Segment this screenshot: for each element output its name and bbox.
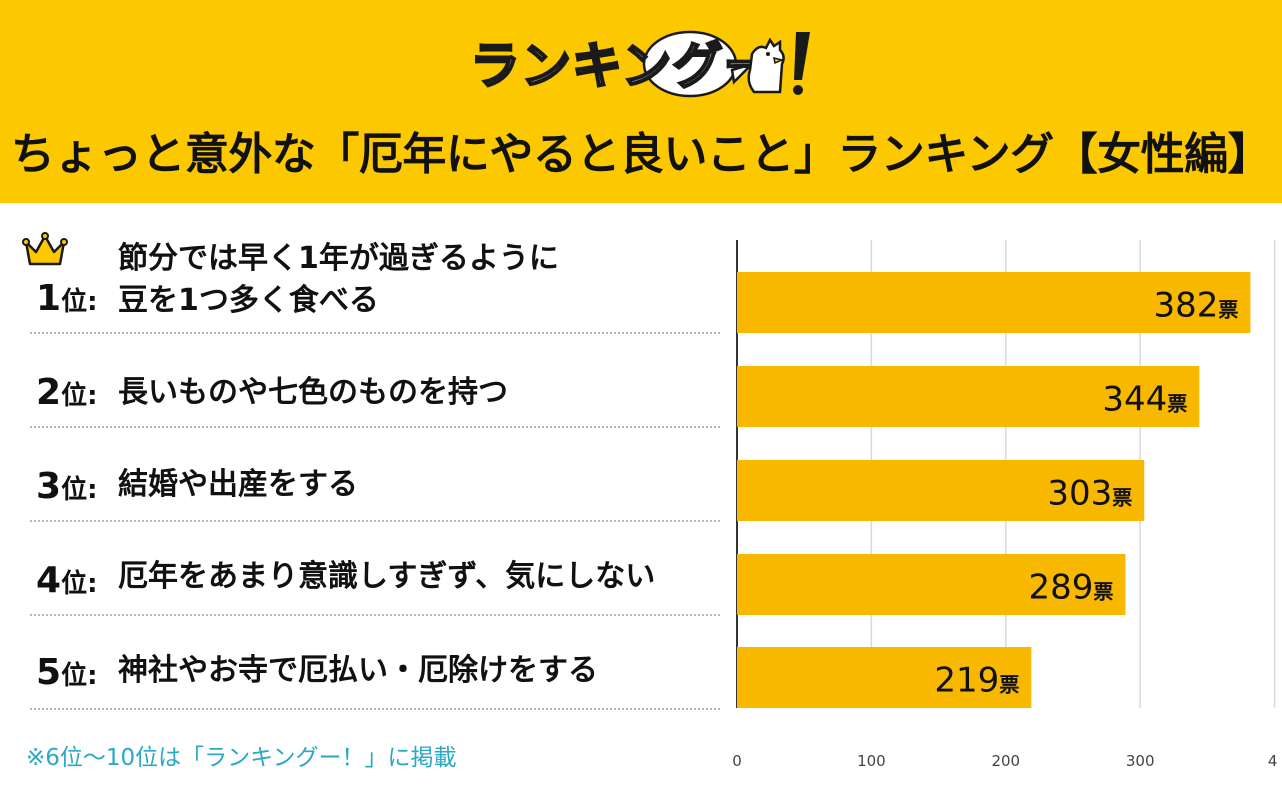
label-line: 豆を1つ多く食べる (118, 283, 379, 318)
logo-text: ランキングー (469, 36, 775, 97)
rank-digit: 5 (36, 652, 62, 693)
label-line: 結婚や出産をする (118, 467, 358, 502)
x-tick-label: 200 (991, 752, 1020, 770)
bar (737, 460, 1145, 521)
ranking-row-1: 1位: 節分では早く1年が過ぎるように 豆を1つ多く食べる (30, 228, 720, 334)
label-line: 厄年をあまり意識しすぎず、気にしない (118, 559, 656, 594)
chicken-mascot-icon (747, 32, 810, 95)
bar-value-label: 303票 (1047, 474, 1132, 514)
rank-number: 4位: (36, 560, 97, 601)
rank-digit: 1 (36, 278, 62, 319)
bar (737, 554, 1126, 615)
header-banner: ランキングー ! ちょっと意外な「厄年にやると良いこと」ランキング【女性編】 (0, 0, 1282, 203)
rank-digit: 2 (36, 372, 62, 413)
rank-suffix: 位: (61, 381, 98, 411)
logo-bubble (642, 30, 753, 98)
x-tick-label: 100 (857, 752, 886, 770)
bar-value-label: 382票 (1154, 286, 1239, 326)
ranking-goo-logo: ランキングー ! (469, 20, 830, 100)
ranking-row-3: 3位: 結婚や出産をする (30, 428, 720, 522)
rank-number: 1位: (36, 278, 97, 319)
bar (737, 366, 1200, 427)
rank-suffix: 位: (61, 661, 98, 691)
bar-value-label: 344票 (1102, 380, 1187, 420)
rank-suffix: 位: (61, 569, 98, 599)
ranking-item-label: 神社やお寺で厄払い・厄除けをする (118, 650, 598, 692)
rank-number: 3位: (36, 466, 97, 507)
label-line: 神社やお寺で厄払い・厄除けをする (118, 653, 598, 688)
rank-digit: 3 (36, 466, 62, 507)
bar (737, 647, 1032, 708)
rank-suffix: 位: (61, 475, 98, 505)
x-tick-label: 300 (1126, 752, 1155, 770)
ranking-item-label: 節分では早く1年が過ぎるように 豆を1つ多く食べる (118, 238, 559, 322)
rank-number: 5位: (36, 652, 97, 693)
rank-suffix: 位: (61, 287, 98, 317)
label-line: 節分では早く1年が過ぎるように (118, 241, 559, 276)
ranking-item-label: 長いものや七色のものを持つ (118, 372, 508, 414)
crown-icon (22, 232, 68, 266)
rank-digit: 4 (36, 560, 62, 601)
bar-value-label: 219票 (934, 661, 1019, 701)
bar (737, 272, 1251, 333)
ranking-row-4: 4位: 厄年をあまり意識しすぎず、気にしない (30, 522, 720, 616)
ranking-item-label: 厄年をあまり意識しすぎず、気にしない (118, 556, 655, 598)
ranking-row-2: 2位: 長いものや七色のものを持つ (30, 334, 720, 428)
ranking-item-label: 結婚や出産をする (118, 464, 358, 506)
page-title: ちょっと意外な「厄年にやると良いこと」ランキング【女性編】 (10, 129, 1272, 180)
ranking-row-5: 5位: 神社やお寺で厄払い・厄除けをする (30, 616, 720, 710)
x-tick-label: 4 (1268, 752, 1278, 770)
bar-value-label: 289票 (1029, 568, 1114, 608)
label-line: 長いものや七色のものを持つ (118, 375, 508, 410)
footnote: ※6位〜10位は「ランキングー！」に掲載 (26, 745, 457, 771)
rank-number: 2位: (36, 372, 97, 413)
x-tick-label: 0 (732, 752, 742, 770)
